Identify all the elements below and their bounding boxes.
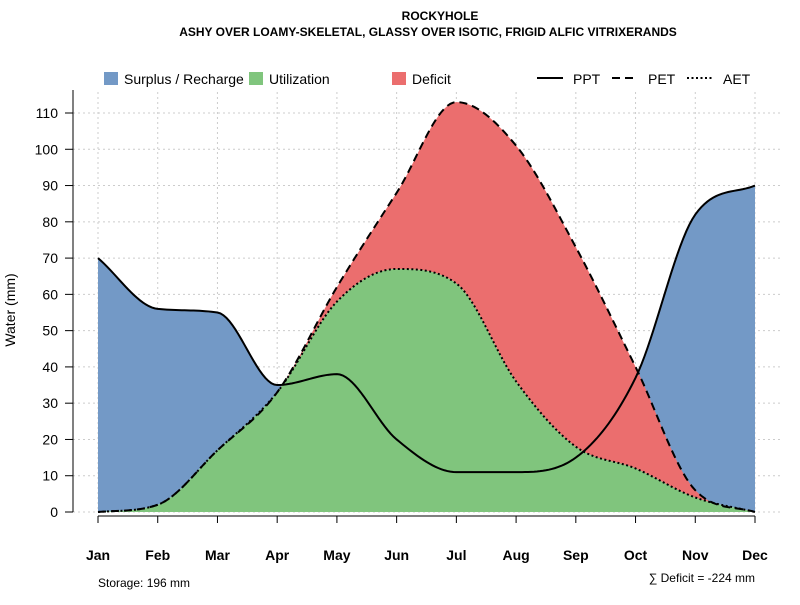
legend-label: Deficit xyxy=(412,71,451,87)
y-tick-label: 110 xyxy=(36,105,59,121)
x-tick-label: Dec xyxy=(742,547,768,563)
x-tick-label: Sep xyxy=(563,547,589,563)
y-tick-label: 90 xyxy=(42,178,58,194)
x-tick-label: Mar xyxy=(205,547,230,563)
legend-label: AET xyxy=(723,71,751,87)
y-tick-label: 30 xyxy=(42,395,58,411)
x-tick-label: Jun xyxy=(384,547,409,563)
deficit-area xyxy=(98,102,755,513)
storage-label: Storage: 196 mm xyxy=(98,576,190,590)
x-tick-label: Apr xyxy=(265,547,290,563)
chart-title: ROCKYHOLE xyxy=(402,9,479,23)
x-tick-label: Feb xyxy=(145,547,170,563)
ppt-line xyxy=(97,184,756,474)
legend-label: PPT xyxy=(573,71,601,87)
x-tick-label: Oct xyxy=(624,547,648,563)
y-tick-label: 80 xyxy=(42,214,58,230)
chart-subtitle: ASHY OVER LOAMY-SKELETAL, GLASSY OVER IS… xyxy=(179,25,677,39)
y-tick-label: 70 xyxy=(42,250,58,266)
legend-swatch-surplus-recharge xyxy=(104,72,118,85)
y-tick-label: 60 xyxy=(42,286,58,302)
y-tick-label: 100 xyxy=(35,141,59,157)
deficit-sum-label: ∑ Deficit = -224 mm xyxy=(649,571,755,585)
pet-line xyxy=(97,101,756,513)
y-tick-label: 10 xyxy=(42,468,58,484)
y-tick-label: 20 xyxy=(42,431,58,447)
legend-label: Surplus / Recharge xyxy=(124,71,244,87)
y-tick-label: 50 xyxy=(42,323,58,339)
y-tick-label: 0 xyxy=(50,504,58,520)
legend-label: PET xyxy=(648,71,676,87)
x-tick-label: Jan xyxy=(86,547,110,563)
legend-label: Utilization xyxy=(269,71,330,87)
x-tick-label: May xyxy=(323,547,350,563)
x-tick-label: Nov xyxy=(682,547,709,563)
aet-line xyxy=(97,267,756,513)
legend: Surplus / Recharge Utilization Deficit PPT P… xyxy=(104,71,751,87)
utilization-area xyxy=(98,268,755,512)
x-tick-label: Aug xyxy=(502,547,529,563)
x-tick-label: Jul xyxy=(446,547,466,563)
legend-swatch-utilization xyxy=(249,72,263,85)
y-axis-label: Water (mm) xyxy=(2,273,18,346)
legend-swatch-deficit xyxy=(392,72,406,85)
y-tick-label: 40 xyxy=(42,359,58,375)
surplus-recharge-area xyxy=(98,185,755,513)
